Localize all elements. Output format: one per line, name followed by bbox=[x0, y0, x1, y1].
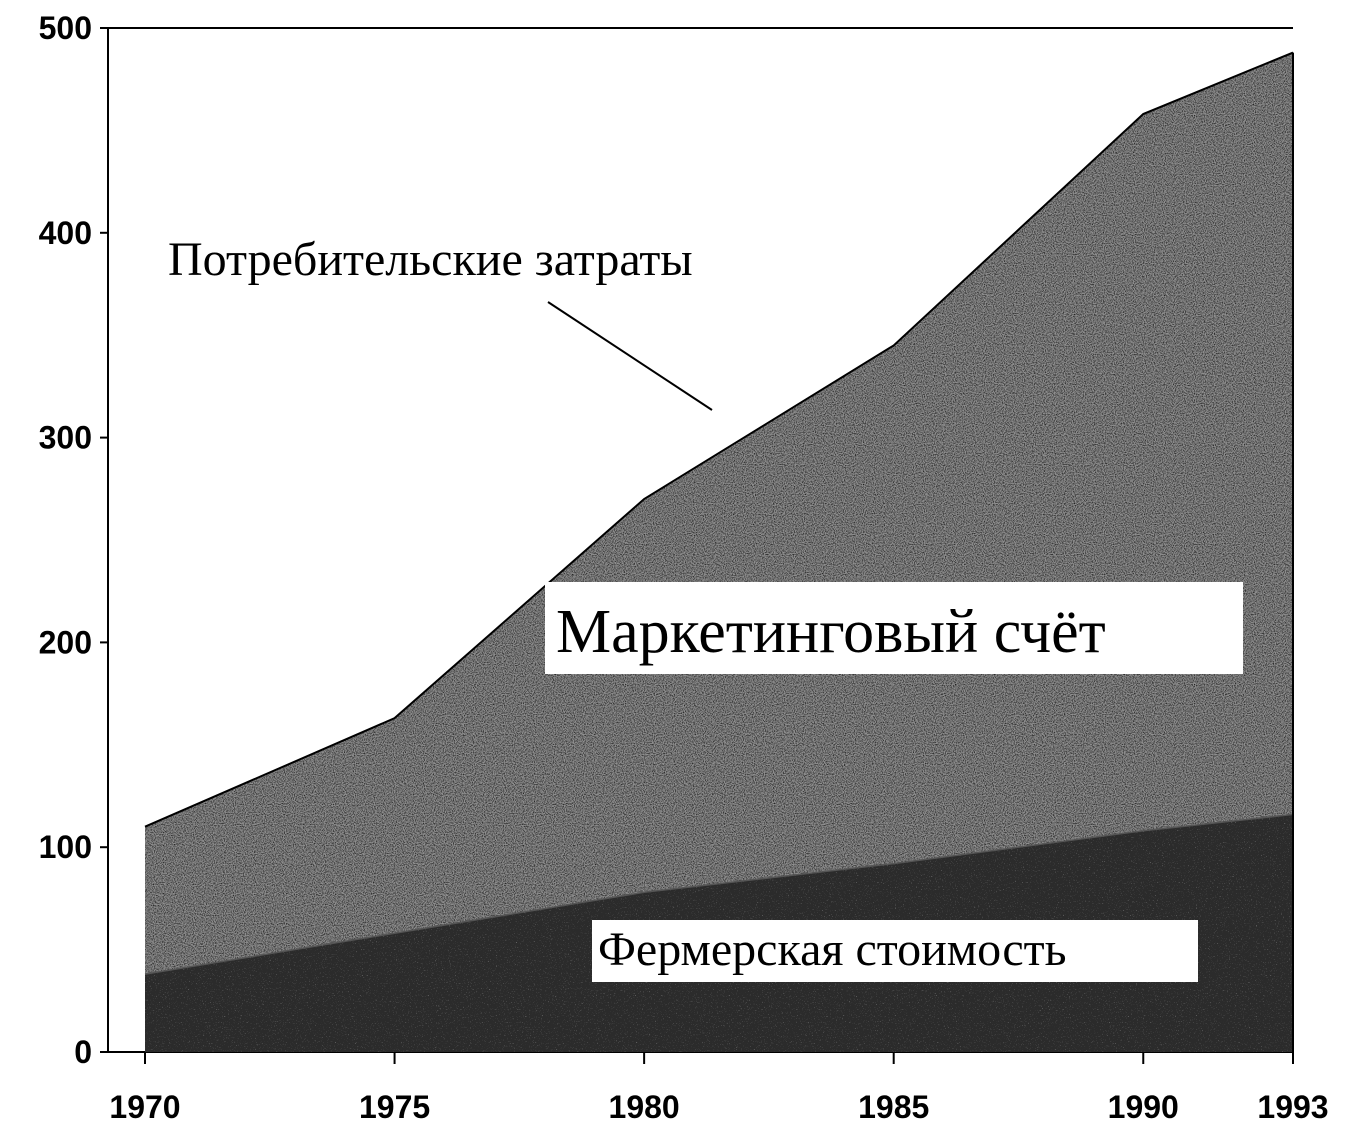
annotation-marketing-bg bbox=[545, 582, 1243, 674]
tick-labels: 0 100 200 300 400 500 1970 1975 1980 1985 1990 1993 bbox=[39, 10, 1329, 1125]
y-tick-label: 500 bbox=[39, 10, 92, 46]
annotation-leader-line bbox=[547, 301, 713, 411]
y-tick-label: 400 bbox=[39, 215, 92, 251]
y-tick-label: 300 bbox=[39, 420, 92, 456]
y-tick-label: 100 bbox=[39, 829, 92, 865]
farm-value-line bbox=[144, 813, 1294, 975]
x-tick-label: 1990 bbox=[1108, 1089, 1179, 1125]
x-tick-label: 1970 bbox=[109, 1089, 180, 1125]
annotation-consumer-spending: Потребительские затраты bbox=[168, 233, 693, 286]
x-tick-label: 1975 bbox=[359, 1089, 430, 1125]
annotation-marketing-bill: Маркетинговый счёт bbox=[556, 598, 1106, 666]
y-tick-label: 200 bbox=[39, 624, 92, 660]
consumer-spending-line bbox=[144, 51, 1294, 828]
marketing-area-texture bbox=[145, 52, 1293, 975]
annotation-farm-bg bbox=[592, 920, 1198, 982]
x-tick-label: 1993 bbox=[1257, 1089, 1328, 1125]
x-tick-label: 1985 bbox=[858, 1089, 929, 1125]
y-tick-label: 0 bbox=[74, 1034, 92, 1070]
area-layers bbox=[144, 51, 1294, 1052]
annotation-farm-value: Фермерская стоимость bbox=[598, 923, 1067, 976]
x-tick-label: 1980 bbox=[609, 1089, 680, 1125]
